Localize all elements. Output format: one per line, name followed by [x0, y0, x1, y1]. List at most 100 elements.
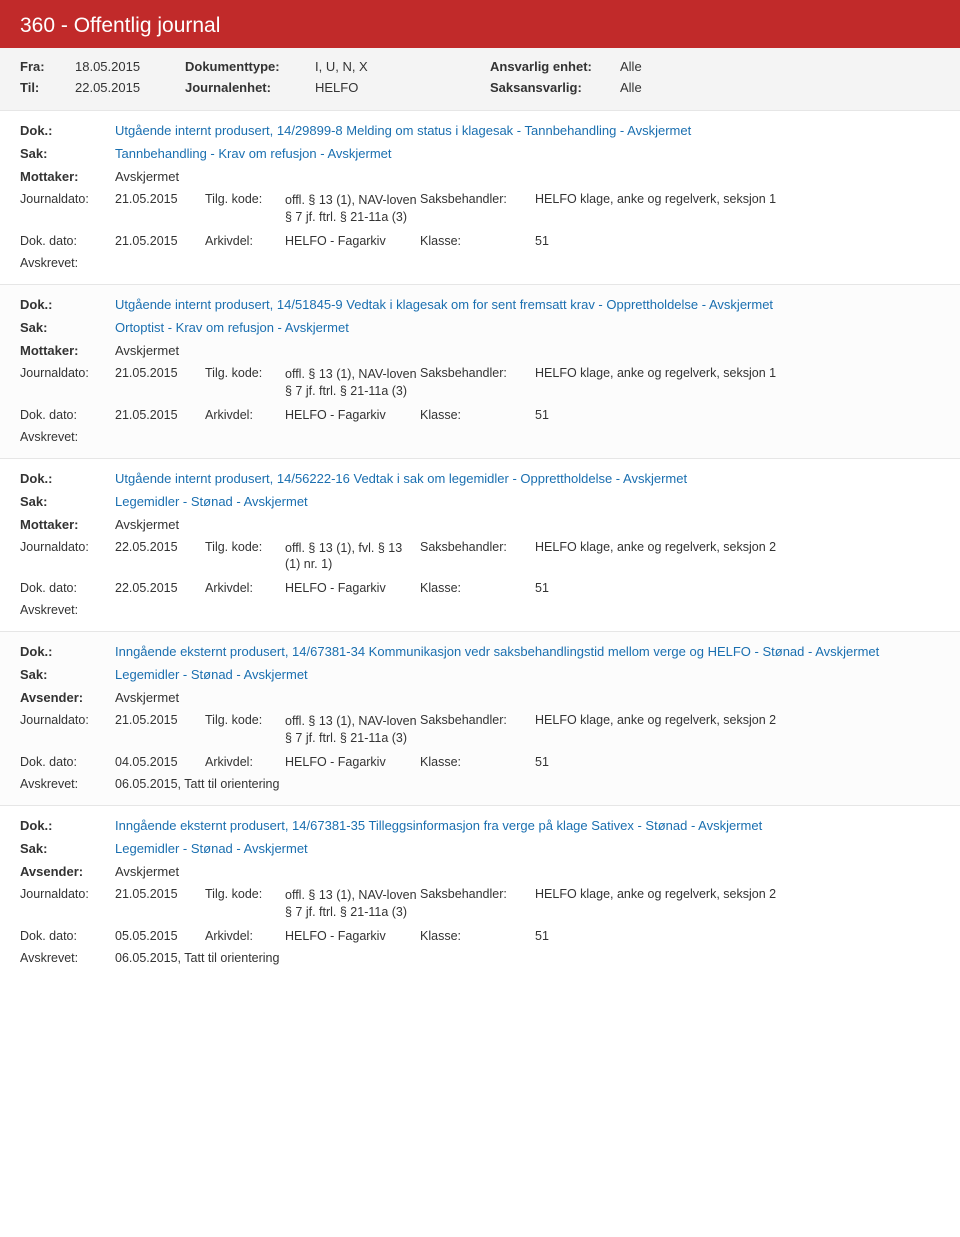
label-klasse: Klasse: [420, 581, 535, 595]
value-sak: Legemidler - Stønad - Avskjermet [115, 841, 940, 856]
value-journaldato: 21.05.2015 [115, 713, 205, 727]
label-arkivdel: Arkivdel: [205, 408, 285, 422]
label-dokdato: Dok. dato: [20, 581, 115, 595]
label-saksbehandler: Saksbehandler: [420, 713, 535, 727]
value-dokdato: 21.05.2015 [115, 408, 205, 422]
label-dokdato: Dok. dato: [20, 929, 115, 943]
label-sak: Sak: [20, 320, 115, 335]
value-tilgkode: offl. § 13 (1), fvl. § 13 (1) nr. 1) [285, 540, 420, 574]
value-dok: Utgående internt produsert, 14/51845-9 V… [115, 297, 940, 312]
page-header: 360 - Offentlig journal [0, 0, 960, 48]
label-avskrevet: Avskrevet: [20, 777, 115, 791]
value-fra: 18.05.2015 [75, 59, 185, 74]
value-dokumenttype: I, U, N, X [315, 59, 490, 74]
label-arkivdel: Arkivdel: [205, 581, 285, 595]
value-tilgkode: offl. § 13 (1), NAV-loven § 7 jf. ftrl. … [285, 887, 420, 921]
value-avskrevet: 06.05.2015, Tatt til orientering [115, 777, 940, 791]
label-tilgkode: Tilg. kode: [205, 540, 285, 554]
value-saksbehandler: HELFO klage, anke og regelverk, seksjon … [535, 192, 940, 206]
label-klasse: Klasse: [420, 755, 535, 769]
value-party: Avskjermet [115, 169, 940, 184]
label-klasse: Klasse: [420, 929, 535, 943]
value-sak: Tannbehandling - Krav om refusjon - Avsk… [115, 146, 940, 161]
label-dokdato: Dok. dato: [20, 408, 115, 422]
label-tilgkode: Tilg. kode: [205, 192, 285, 206]
value-klasse: 51 [535, 581, 940, 595]
value-dok: Utgående internt produsert, 14/56222-16 … [115, 471, 940, 486]
value-dokdato: 22.05.2015 [115, 581, 205, 595]
label-avskrevet: Avskrevet: [20, 430, 115, 444]
value-klasse: 51 [535, 755, 940, 769]
label-party: Avsender: [20, 690, 115, 705]
label-klasse: Klasse: [420, 408, 535, 422]
label-fra: Fra: [20, 59, 75, 74]
value-arkivdel: HELFO - Fagarkiv [285, 581, 420, 595]
value-klasse: 51 [535, 234, 940, 248]
value-saksbehandler: HELFO klage, anke og regelverk, seksjon … [535, 540, 940, 554]
journal-entry: Dok.: Utgående internt produsert, 14/562… [0, 458, 960, 632]
value-dokdato: 04.05.2015 [115, 755, 205, 769]
label-journaldato: Journaldato: [20, 713, 115, 727]
label-journaldato: Journaldato: [20, 192, 115, 206]
label-dok: Dok.: [20, 644, 115, 659]
label-arkivdel: Arkivdel: [205, 755, 285, 769]
value-dokdato: 21.05.2015 [115, 234, 205, 248]
label-sak: Sak: [20, 841, 115, 856]
label-party: Mottaker: [20, 169, 115, 184]
value-journalenhet: HELFO [315, 80, 490, 95]
value-saksbehandler: HELFO klage, anke og regelverk, seksjon … [535, 713, 940, 727]
label-journalenhet: Journalenhet: [185, 80, 315, 95]
value-party: Avskjermet [115, 517, 940, 532]
label-saksbehandler: Saksbehandler: [420, 540, 535, 554]
value-dokdato: 05.05.2015 [115, 929, 205, 943]
value-tilgkode: offl. § 13 (1), NAV-loven § 7 jf. ftrl. … [285, 366, 420, 400]
filter-row-1: Fra: 18.05.2015 Dokumenttype: I, U, N, X… [20, 56, 940, 77]
label-til: Til: [20, 80, 75, 95]
label-dokdato: Dok. dato: [20, 755, 115, 769]
label-sak: Sak: [20, 667, 115, 682]
value-avskrevet: 06.05.2015, Tatt til orientering [115, 951, 940, 965]
value-arkivdel: HELFO - Fagarkiv [285, 408, 420, 422]
value-saksbehandler: HELFO klage, anke og regelverk, seksjon … [535, 887, 940, 901]
label-klasse: Klasse: [420, 234, 535, 248]
label-avskrevet: Avskrevet: [20, 603, 115, 617]
label-avskrevet: Avskrevet: [20, 951, 115, 965]
value-arkivdel: HELFO - Fagarkiv [285, 929, 420, 943]
label-saksbehandler: Saksbehandler: [420, 887, 535, 901]
value-journaldato: 21.05.2015 [115, 192, 205, 206]
value-journaldato: 21.05.2015 [115, 366, 205, 380]
value-klasse: 51 [535, 408, 940, 422]
label-tilgkode: Tilg. kode: [205, 366, 285, 380]
value-arkivdel: HELFO - Fagarkiv [285, 234, 420, 248]
label-party: Mottaker: [20, 517, 115, 532]
label-journaldato: Journaldato: [20, 887, 115, 901]
label-tilgkode: Tilg. kode: [205, 887, 285, 901]
label-dok: Dok.: [20, 123, 115, 138]
label-avskrevet: Avskrevet: [20, 256, 115, 270]
label-saksansvarlig: Saksansvarlig: [490, 80, 620, 95]
entries-list: Dok.: Utgående internt produsert, 14/298… [0, 110, 960, 979]
label-party: Avsender: [20, 864, 115, 879]
value-journaldato: 21.05.2015 [115, 887, 205, 901]
value-sak: Legemidler - Stønad - Avskjermet [115, 494, 940, 509]
journal-entry: Dok.: Inngående eksternt produsert, 14/6… [0, 631, 960, 805]
value-saksansvarlig: Alle [620, 80, 710, 95]
value-party: Avskjermet [115, 864, 940, 879]
label-dokumenttype: Dokumenttype: [185, 59, 315, 74]
label-saksbehandler: Saksbehandler: [420, 366, 535, 380]
label-dok: Dok.: [20, 471, 115, 486]
value-dok: Inngående eksternt produsert, 14/67381-3… [115, 644, 940, 659]
label-journaldato: Journaldato: [20, 540, 115, 554]
label-dok: Dok.: [20, 297, 115, 312]
value-party: Avskjermet [115, 343, 940, 358]
value-arkivdel: HELFO - Fagarkiv [285, 755, 420, 769]
value-dok: Utgående internt produsert, 14/29899-8 M… [115, 123, 940, 138]
value-sak: Ortoptist - Krav om refusjon - Avskjerme… [115, 320, 940, 335]
journal-entry: Dok.: Utgående internt produsert, 14/518… [0, 284, 960, 458]
label-sak: Sak: [20, 494, 115, 509]
label-saksbehandler: Saksbehandler: [420, 192, 535, 206]
journal-entry: Dok.: Inngående eksternt produsert, 14/6… [0, 805, 960, 979]
label-dok: Dok.: [20, 818, 115, 833]
value-tilgkode: offl. § 13 (1), NAV-loven § 7 jf. ftrl. … [285, 713, 420, 747]
label-journaldato: Journaldato: [20, 366, 115, 380]
